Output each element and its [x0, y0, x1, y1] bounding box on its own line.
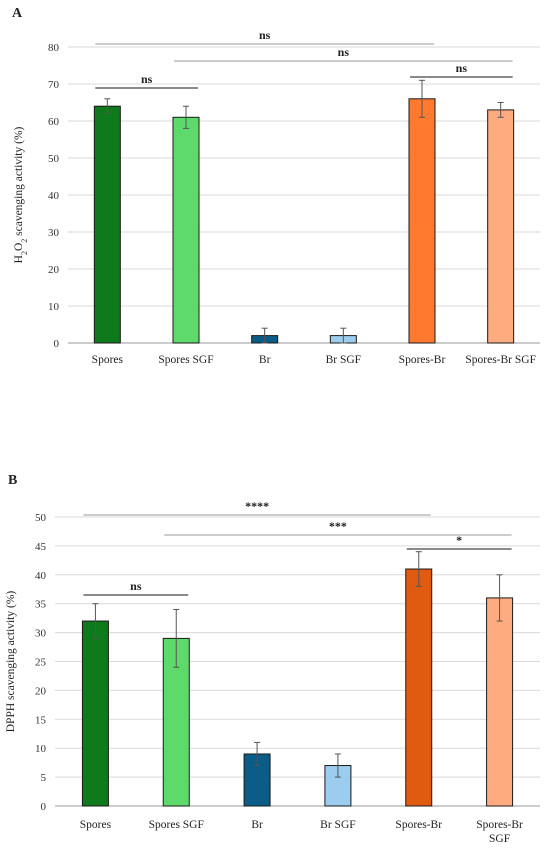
significance-label: ns: [141, 72, 153, 86]
bar: [408, 98, 436, 344]
y-tick-label: 30: [35, 628, 47, 640]
significance-label: ns: [338, 45, 350, 59]
y-tick-label: 25: [35, 657, 47, 669]
y-tick-label: 20: [48, 264, 60, 276]
category-label: Spores-Br SGF: [465, 354, 536, 366]
y-tick-label: 10: [35, 743, 47, 755]
bar: [486, 597, 514, 807]
y-tick-label: 5: [41, 772, 47, 784]
category-label: Spores: [92, 354, 124, 366]
chart-a: 0 10 20 30 40 50 60 70 80 Spores Spores SGF Br Br SG…: [13, 28, 540, 366]
panel-a-label: A: [12, 6, 23, 21]
significance-label: ****: [245, 499, 269, 513]
y-tick-label: 10: [48, 301, 60, 313]
category-label: Spores-Br SGF: [476, 819, 523, 845]
bar: [487, 109, 515, 344]
significance-label: *: [456, 533, 462, 547]
y-tick-label: 70: [48, 79, 60, 91]
significance-label: ns: [456, 61, 468, 75]
y-tick-label: 60: [48, 116, 60, 128]
bar: [162, 637, 190, 807]
y-axis-label: H2O2 scavenging activity (%): [13, 126, 29, 263]
chart-b: 0 5 10 15 20 25 30 35 40 45 50 Spores Spores SGF Br Br…: [5, 499, 540, 845]
bar: [405, 568, 433, 807]
significance-label: ***: [329, 519, 347, 533]
category-label: Spores-Br: [399, 354, 446, 366]
y-tick-label: 0: [54, 338, 60, 350]
category-label: Spores: [80, 819, 112, 831]
y-tick-label: 50: [48, 153, 60, 165]
y-tick-label: 35: [35, 599, 47, 611]
y-tick-label: 45: [35, 541, 47, 553]
y-tick-label: 20: [35, 685, 47, 697]
y-tick-label: 80: [48, 42, 60, 54]
category-label: Spores SGF: [158, 354, 213, 366]
category-label: Br: [251, 819, 263, 831]
y-tick-label: 0: [41, 801, 47, 813]
bar: [81, 620, 109, 807]
y-axis-label: DPPH scavenging activity (%): [5, 591, 17, 733]
y-tick-label: 40: [48, 190, 60, 202]
y-tick-label: 50: [35, 512, 47, 524]
category-label: Br SGF: [320, 819, 355, 831]
y-tick-label: 30: [48, 227, 60, 239]
bar: [93, 105, 121, 344]
category-label: Spores SGF: [149, 819, 204, 831]
significance-label: ns: [130, 579, 142, 593]
category-label: Spores-Br: [395, 819, 442, 831]
category-label: Br SGF: [326, 354, 361, 366]
significance-label: ns: [259, 28, 271, 42]
y-tick-label: 40: [35, 570, 47, 582]
y-tick-label: 15: [35, 714, 47, 726]
bar: [172, 116, 200, 344]
panel-b-label: B: [8, 473, 18, 488]
category-label: Br: [259, 354, 271, 366]
